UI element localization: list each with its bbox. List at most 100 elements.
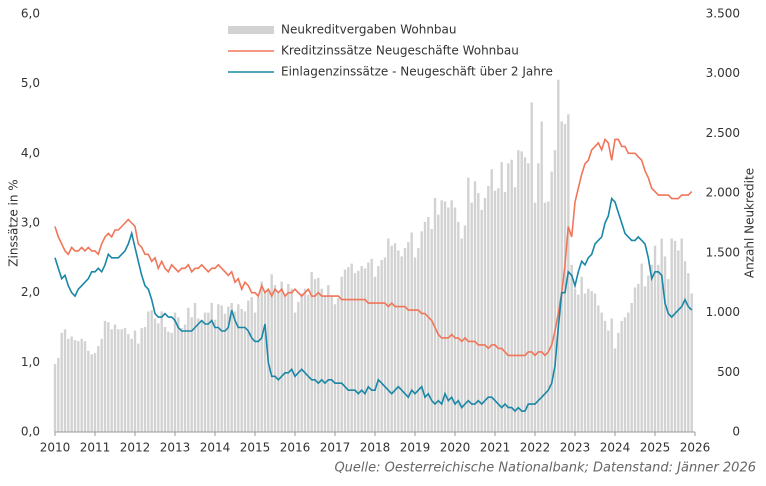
bar bbox=[117, 329, 120, 432]
y2-tick-label: 3.500 bbox=[706, 7, 740, 21]
bar bbox=[520, 151, 523, 433]
bar bbox=[363, 268, 367, 432]
bar bbox=[650, 264, 653, 432]
bar bbox=[90, 354, 93, 432]
bar bbox=[357, 270, 360, 432]
bar bbox=[680, 238, 683, 432]
bar bbox=[433, 197, 437, 432]
bar bbox=[580, 276, 583, 432]
bar bbox=[403, 248, 407, 432]
bar bbox=[543, 202, 547, 432]
y-tick-label: 5,0 bbox=[21, 76, 40, 90]
bar bbox=[263, 293, 267, 432]
bar bbox=[163, 326, 167, 432]
bar bbox=[583, 293, 587, 432]
bar bbox=[447, 207, 450, 432]
legend-label: Neukreditvergaben Wohnbau bbox=[281, 23, 457, 37]
bar bbox=[487, 185, 490, 432]
bar bbox=[393, 243, 397, 432]
bar bbox=[390, 245, 393, 432]
bar bbox=[200, 322, 203, 432]
bar bbox=[307, 294, 310, 432]
bar bbox=[143, 326, 147, 432]
bar bbox=[467, 177, 470, 432]
bar bbox=[377, 265, 380, 432]
bar bbox=[273, 285, 277, 432]
bar bbox=[283, 294, 287, 432]
bar bbox=[443, 201, 447, 432]
bar bbox=[227, 306, 230, 432]
bar bbox=[653, 245, 657, 432]
bar bbox=[287, 283, 290, 432]
line-series bbox=[54, 196, 693, 413]
y2-tick-label: 2.000 bbox=[706, 186, 740, 200]
bar bbox=[457, 221, 460, 432]
line-series bbox=[54, 137, 693, 357]
bar bbox=[577, 294, 580, 432]
bar bbox=[340, 276, 343, 432]
bar bbox=[210, 303, 213, 432]
bar bbox=[320, 288, 323, 432]
bar bbox=[123, 328, 127, 432]
bar bbox=[330, 295, 333, 432]
bar bbox=[423, 221, 427, 432]
bar bbox=[547, 201, 550, 432]
bar bbox=[677, 250, 680, 432]
bar bbox=[110, 329, 113, 432]
bar bbox=[313, 279, 317, 432]
bar bbox=[610, 318, 613, 432]
bar bbox=[67, 338, 70, 432]
bar bbox=[620, 320, 623, 432]
bar bbox=[367, 262, 370, 432]
bar bbox=[637, 283, 640, 432]
bar bbox=[87, 350, 90, 432]
bar bbox=[233, 311, 237, 432]
legend-label: Einlagenzinssätze - Neugeschäft über 2 J… bbox=[281, 65, 553, 79]
bar bbox=[613, 348, 617, 432]
x-tick-label: 2013 bbox=[160, 441, 191, 455]
bar bbox=[77, 341, 80, 432]
bar bbox=[173, 312, 177, 432]
bar bbox=[167, 331, 170, 432]
bar bbox=[510, 159, 513, 432]
bar bbox=[530, 102, 533, 433]
bar bbox=[383, 257, 387, 432]
bar bbox=[597, 305, 600, 432]
bar bbox=[350, 263, 353, 432]
bar bbox=[243, 311, 247, 432]
bar bbox=[343, 269, 347, 432]
bar bbox=[667, 279, 670, 432]
bar bbox=[560, 121, 563, 432]
x-tick-label: 2017 bbox=[320, 441, 351, 455]
x-tick-label: 2011 bbox=[80, 441, 111, 455]
bar bbox=[57, 357, 60, 432]
bar bbox=[513, 187, 517, 432]
source-note: Quelle: Oesterreichische Nationalbank; D… bbox=[334, 461, 756, 476]
bar bbox=[290, 288, 293, 432]
bar bbox=[450, 200, 453, 432]
y-tick-label: 4,0 bbox=[21, 146, 40, 160]
y2-tick-label: 1.500 bbox=[706, 245, 740, 259]
bar bbox=[573, 288, 577, 432]
bar bbox=[133, 330, 137, 432]
bar bbox=[640, 263, 643, 432]
bar bbox=[300, 293, 303, 432]
y-axis-label: Zinssätze in % bbox=[7, 179, 21, 266]
bar bbox=[617, 332, 620, 432]
bar bbox=[197, 318, 200, 432]
bar bbox=[100, 338, 103, 432]
bar bbox=[687, 273, 690, 432]
x-tick-label: 2020 bbox=[440, 441, 471, 455]
y2-tick-label: 3.000 bbox=[706, 66, 740, 80]
x-tick-label: 2012 bbox=[120, 441, 151, 455]
bar bbox=[370, 258, 373, 432]
bar bbox=[600, 312, 603, 432]
bar bbox=[523, 157, 527, 433]
bar bbox=[563, 123, 567, 433]
bar bbox=[417, 248, 420, 432]
bar bbox=[170, 332, 173, 432]
x-tick-label: 2014 bbox=[200, 441, 231, 455]
bar bbox=[657, 264, 660, 432]
bar bbox=[333, 304, 337, 432]
y-tick-label: 3,0 bbox=[21, 216, 40, 230]
